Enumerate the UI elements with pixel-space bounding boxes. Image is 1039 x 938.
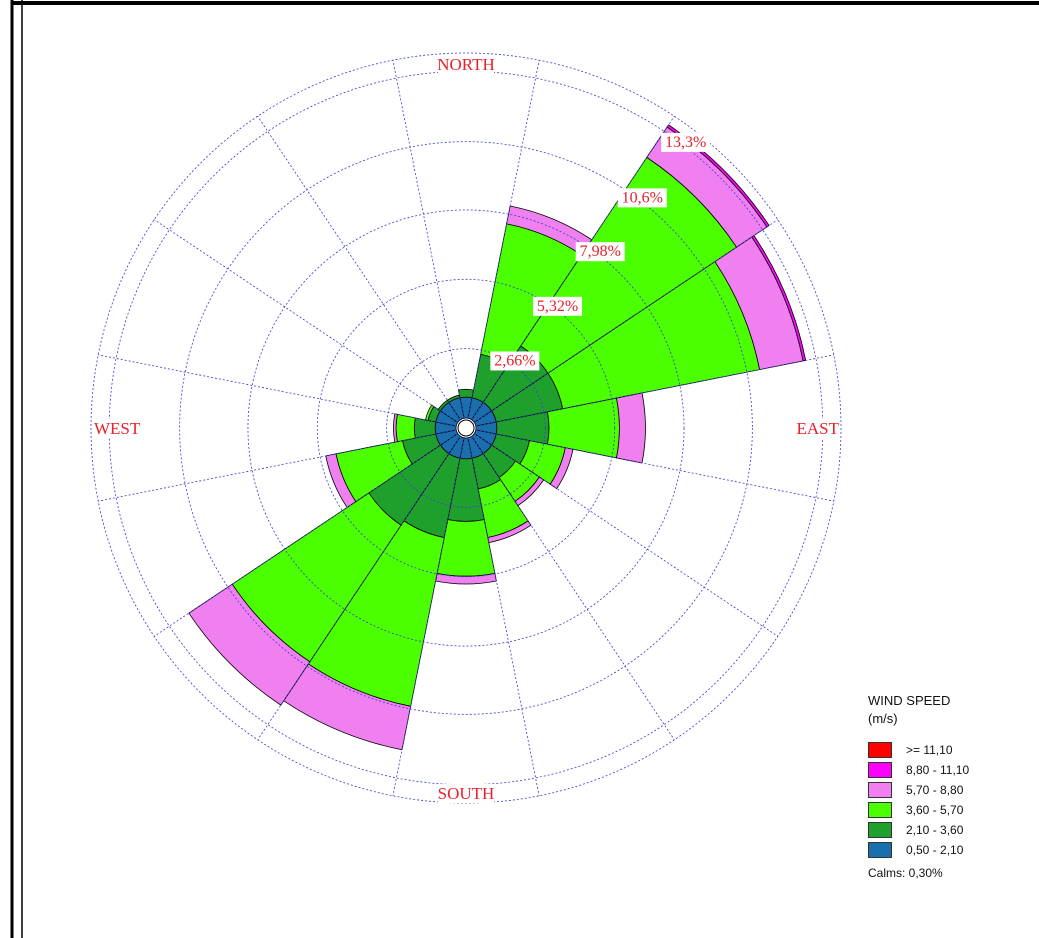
legend-item: 0,50 - 2,10	[868, 840, 1028, 860]
grid-ring-4	[179, 141, 753, 715]
grid-spoke-15	[392, 60, 465, 419]
grid-spoke-8	[392, 437, 465, 796]
grid-spoke-13	[153, 219, 458, 423]
legend-swatch	[868, 742, 892, 758]
legend-swatch	[868, 762, 892, 778]
legend-label: 2,10 - 3,60	[906, 823, 964, 837]
grid-spoke-9	[257, 436, 461, 741]
grid-spoke-2	[474, 219, 779, 423]
direction-label-north: NORTH	[437, 55, 495, 74]
legend-label: >= 11,10	[906, 743, 953, 757]
chart-labels: NORTH EAST SOUTH WEST 2,66% 5,32% 7,98% 10,6% 13…	[94, 55, 840, 803]
grid-spoke-7	[467, 437, 540, 796]
ring-label-1: 2,66%	[494, 352, 535, 369]
wind-sectors	[188, 124, 807, 751]
legend-title: WIND SPEED	[868, 693, 951, 708]
legend-item: 5,70 - 8,80	[868, 780, 1028, 800]
legend-swatch	[868, 842, 892, 858]
grid-spoke-5	[474, 433, 779, 637]
center-hub	[457, 419, 475, 437]
grid-spoke-14	[257, 115, 461, 420]
sector-NNW-bin-1	[446, 394, 461, 403]
sector-SW-bin-3	[188, 583, 311, 706]
grid-ring-1	[386, 348, 546, 508]
sector-W-bin-2	[395, 413, 416, 443]
grid-spoke-6	[471, 436, 675, 741]
direction-label-south: SOUTH	[438, 784, 495, 803]
legend-unit: (m/s)	[868, 711, 898, 726]
legend-label: 3,60 - 5,70	[906, 803, 964, 817]
grid-spoke-11	[98, 429, 457, 502]
ring-label-4: 10,6%	[622, 189, 663, 206]
grid-spoke-0	[467, 60, 540, 419]
sector-W-bin-3	[393, 413, 398, 443]
legend-swatch	[868, 822, 892, 838]
grid-spoke-3	[475, 354, 834, 427]
sector-ESE-bin-3	[549, 447, 574, 490]
legend-item: 2,10 - 3,60	[868, 820, 1028, 840]
sector-E-bin-3	[615, 392, 646, 464]
legend: WIND SPEED (m/s) >= 11,10 8,80 - 11,10 5,7…	[868, 692, 1028, 880]
direction-label-east: EAST	[797, 419, 840, 438]
legend-swatch	[868, 802, 892, 818]
ring-label-3: 7,98%	[580, 243, 621, 260]
legend-item: 8,80 - 11,10	[868, 760, 1028, 780]
grid-ring-2	[316, 278, 616, 578]
legend-item: >= 11,10	[868, 740, 1028, 760]
legend-swatch	[868, 782, 892, 798]
grid-spoke-10	[153, 433, 458, 637]
grid-spoke-12	[98, 354, 457, 427]
polar-grid	[90, 52, 842, 804]
ring-label-5: 13,3%	[665, 134, 706, 151]
legend-label: 5,70 - 8,80	[906, 783, 964, 797]
grid-ring-3	[247, 209, 685, 647]
legend-label: 0,50 - 2,10	[906, 843, 964, 857]
legend-label: 8,80 - 11,10	[906, 763, 970, 777]
legend-items: >= 11,10 8,80 - 11,10 5,70 - 8,80 3,60 - 5,…	[868, 740, 1028, 860]
legend-item: 3,60 - 5,70	[868, 800, 1028, 820]
grid-spoke-4	[475, 429, 834, 502]
sector-WNW-bin-2	[425, 404, 435, 421]
ring-label-2: 5,32%	[537, 298, 578, 315]
sector-N-bin-1	[457, 388, 475, 399]
legend-calms: Calms: 0,30%	[868, 866, 943, 880]
direction-label-west: WEST	[94, 419, 141, 438]
